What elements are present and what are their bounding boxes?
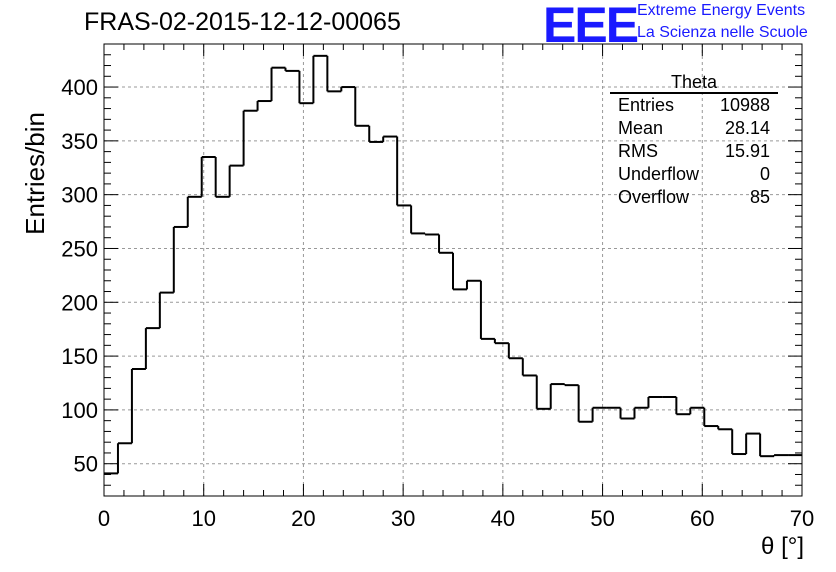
y-axis-label: Entries/bin [20, 112, 50, 235]
x-tick-label: 10 [191, 506, 215, 531]
x-tick-label: 40 [491, 506, 515, 531]
stats-label: Mean [618, 118, 664, 138]
stats-value: 85 [749, 187, 770, 207]
chart-title: FRAS-02-2015-12-12-00065 [84, 8, 401, 36]
stats-row-entries: Entries 10988 [610, 94, 778, 117]
stats-value: 10988 [719, 95, 770, 115]
stats-label: RMS [618, 141, 658, 161]
x-tick-label: 0 [98, 506, 110, 531]
stats-value: 15.91 [724, 141, 770, 161]
stats-row-rms: RMS 15.91 [610, 140, 778, 163]
x-tick-label: 60 [690, 506, 714, 531]
stats-row-underflow: Underflow 0 [610, 163, 778, 186]
y-tick-label: 200 [61, 290, 98, 315]
y-tick-label: 350 [61, 129, 98, 154]
y-tick-label: 400 [61, 75, 98, 100]
stats-value: 0 [759, 164, 770, 184]
stats-label: Entries [618, 95, 675, 115]
y-tick-label: 100 [61, 398, 98, 423]
x-axis-label: θ [°] [761, 533, 804, 560]
stats-label: Underflow [618, 164, 700, 184]
eee-logo: EEE [543, 0, 639, 53]
y-tick-label: 300 [61, 183, 98, 208]
y-tick-label: 250 [61, 236, 98, 261]
x-tick-label: 50 [590, 506, 614, 531]
stats-box: Theta Entries 10988 Mean 28.14 RMS 15.91 Un… [610, 72, 778, 209]
x-tick-label: 30 [391, 506, 415, 531]
logo-subtitle-2: La Scienza nelle Scuole [637, 24, 808, 41]
stats-row-overflow: Overflow 85 [610, 186, 778, 209]
stats-value: 28.14 [724, 118, 770, 138]
x-tick-label: 20 [291, 506, 315, 531]
y-tick-label: 50 [74, 452, 98, 477]
stats-row-mean: Mean 28.14 [610, 117, 778, 140]
stats-title: Theta [610, 72, 778, 94]
y-tick-label: 150 [61, 344, 98, 369]
x-tick-label: 70 [790, 506, 814, 531]
logo-subtitle-1: Extreme Energy Events [637, 2, 806, 19]
stats-label: Overflow [618, 187, 690, 207]
plot-frame [103, 43, 803, 497]
